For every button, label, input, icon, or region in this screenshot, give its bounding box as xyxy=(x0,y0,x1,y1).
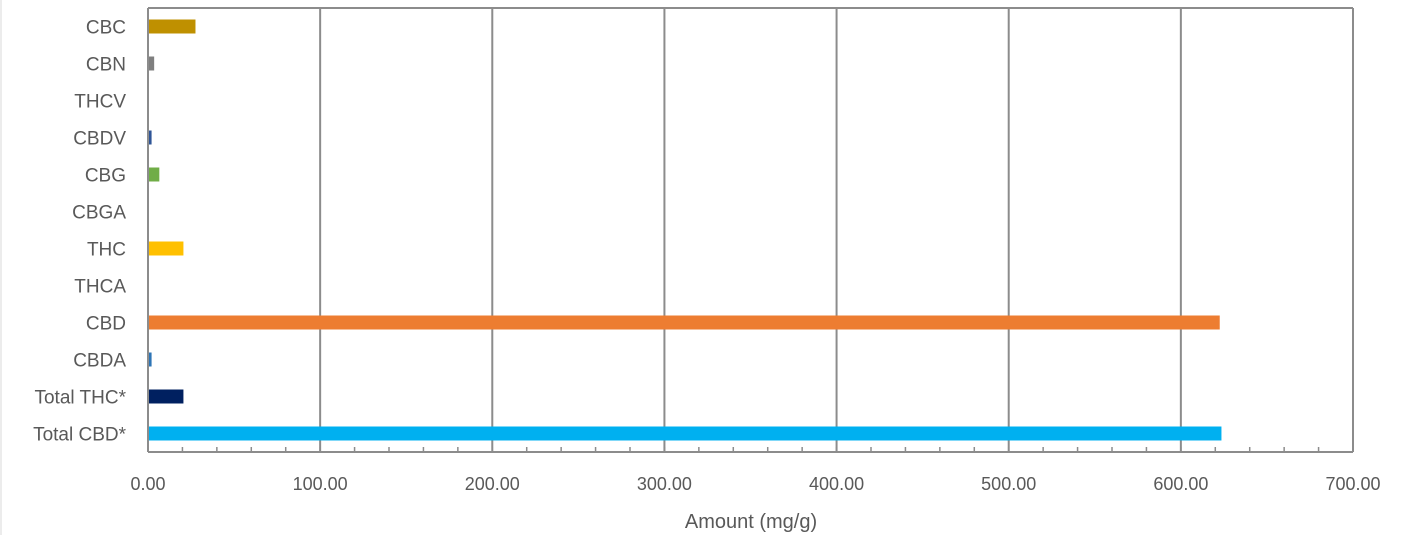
y-category-label: THCV xyxy=(74,92,126,113)
bar xyxy=(149,389,184,404)
y-category-label: THCA xyxy=(74,277,126,298)
x-tick-label: 500.00 xyxy=(981,474,1036,494)
y-category-label: CBDA xyxy=(73,351,126,372)
bar xyxy=(149,19,196,34)
bar xyxy=(149,130,152,145)
axes xyxy=(147,7,1354,453)
x-tick-label: 100.00 xyxy=(293,474,348,494)
x-tick-label: 600.00 xyxy=(1153,474,1208,494)
y-category-label: CBC xyxy=(86,18,126,39)
x-axis-title: Amount (mg/g) xyxy=(685,511,817,533)
x-tick-label: 0.00 xyxy=(130,474,165,494)
x-tick-label: 200.00 xyxy=(465,474,520,494)
y-category-label: THC xyxy=(87,240,126,261)
bar xyxy=(149,241,184,256)
bar xyxy=(149,352,152,367)
x-tick-label: 700.00 xyxy=(1325,474,1380,494)
y-category-label: CBG xyxy=(85,166,126,187)
x-tick-label: 400.00 xyxy=(809,474,864,494)
bar xyxy=(149,426,1222,441)
y-category-label: CBD xyxy=(86,314,126,335)
bar xyxy=(149,167,160,182)
labels: 0.00 100.00 200.00 300.00 400.00 500.00 600.00… xyxy=(33,18,1380,495)
y-category-label: CBGA xyxy=(72,203,126,224)
gridlines xyxy=(319,8,1182,452)
bars xyxy=(149,19,1222,441)
y-category-label: CBDV xyxy=(73,129,126,150)
y-category-label: CBN xyxy=(86,55,126,76)
y-category-label: Total CBD* xyxy=(33,425,127,446)
bar xyxy=(149,56,155,71)
y-category-label: Total THC* xyxy=(34,388,126,409)
bar xyxy=(149,315,1220,330)
x-tick-label: 300.00 xyxy=(637,474,692,494)
